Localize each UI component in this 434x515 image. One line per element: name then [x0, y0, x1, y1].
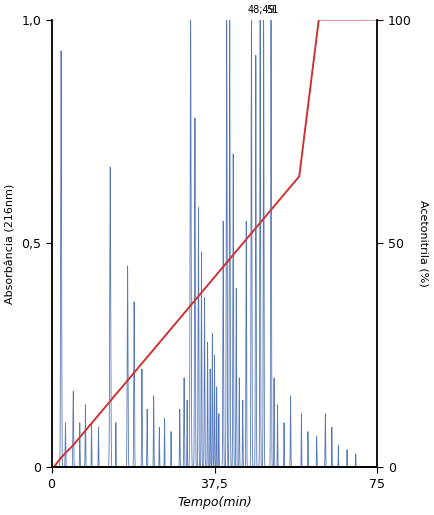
X-axis label: Tempo(min): Tempo(min) — [177, 496, 252, 509]
Y-axis label: Acetonitrila (%): Acetonitrila (%) — [418, 200, 428, 287]
Y-axis label: Absorbância (216nm): Absorbância (216nm) — [6, 183, 16, 304]
Text: 51: 51 — [266, 5, 279, 15]
Text: 48;49: 48;49 — [248, 5, 276, 15]
